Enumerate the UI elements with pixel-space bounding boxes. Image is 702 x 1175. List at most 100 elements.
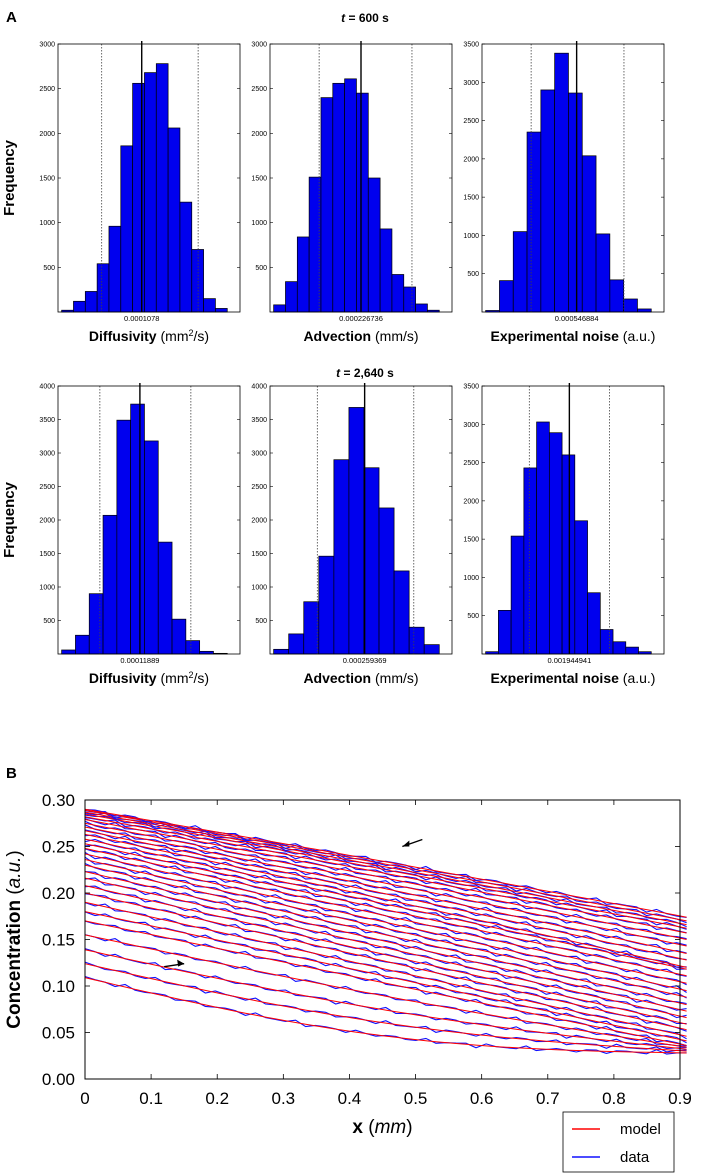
model-curve: [84, 877, 687, 1019]
model-curve: [84, 977, 687, 1054]
mean-value-label: 0.000226736: [339, 314, 383, 323]
hist-bar: [96, 263, 110, 313]
mean-value-label: 0.0001078: [124, 314, 159, 323]
hist-bar: [157, 541, 173, 655]
y-tick-label: 1500: [463, 195, 479, 202]
y-tick-label: 3000: [463, 80, 479, 87]
y-tick-label: 3500: [463, 384, 479, 391]
data-curve: [84, 870, 687, 1011]
hist-bar: [526, 131, 542, 313]
hist-bar: [318, 555, 335, 655]
y-tick-label: 3500: [463, 42, 479, 49]
hist-bar: [423, 644, 440, 655]
legend-box: [562, 1111, 675, 1173]
hist-bar: [637, 308, 652, 313]
hist-bar: [599, 629, 614, 655]
data-curve: [84, 810, 687, 924]
row2-ylabel: Frequency: [1, 481, 18, 558]
hist-bar: [215, 308, 228, 313]
data-curve: [84, 824, 687, 954]
y-tick-label: 500: [43, 265, 55, 272]
hist-bar: [88, 593, 104, 655]
y-tick-label: 1000: [39, 585, 55, 592]
model-curve: [84, 826, 687, 954]
model-curve: [84, 833, 687, 968]
model-curve: [84, 901, 687, 1037]
y-tick-label: 4000: [39, 384, 55, 391]
hist-bar: [191, 249, 204, 313]
hist-bar: [332, 82, 345, 313]
hist-bar: [144, 440, 159, 655]
y-tick-label: 2000: [39, 518, 55, 525]
y-tick-label: 2500: [463, 118, 479, 125]
plot-frame: [57, 385, 241, 655]
panel-a-label: A: [6, 9, 17, 26]
hist-bar: [415, 303, 428, 313]
x-axis-label: Experimental noise (a.u.): [491, 328, 656, 344]
y-tick-label: 500: [43, 618, 55, 625]
mean-value-label: 0.000546884: [555, 314, 599, 323]
line-plot-layer: 0.00 0.05 0.10 0.15 0.20 0.25 0.30 0 0.1 0.2 0.3 0.…: [4, 791, 692, 1138]
model-curve: [84, 853, 687, 992]
hist-bar: [333, 459, 350, 655]
model-curve: [84, 949, 687, 1050]
model-curve: [84, 808, 687, 918]
y-tick-label: 1000: [39, 220, 55, 227]
hist-bar: [378, 507, 395, 655]
hist-bar: [548, 432, 563, 655]
y-tick-label: 3000: [251, 451, 267, 458]
model-curve: [84, 843, 687, 977]
x-tick-label: 0.8: [602, 1089, 626, 1108]
hist-bar: [273, 648, 290, 655]
annotation-arrow: [164, 959, 185, 968]
x-axis-label: Advection (mm/s): [303, 670, 418, 686]
hist-bar: [285, 281, 298, 313]
hist-bar: [155, 63, 169, 313]
hist-bar: [296, 236, 310, 313]
model-curve: [84, 838, 687, 970]
hist-bar: [108, 225, 122, 313]
y-axis-label: Concentration (a.u.): [4, 850, 25, 1028]
plot-frame: [481, 385, 665, 655]
x-tick-label: 0.9: [668, 1089, 692, 1108]
x-tick-label: 0.7: [536, 1089, 560, 1108]
hist-bar: [61, 649, 76, 655]
hist-bar: [536, 421, 550, 655]
y-tick-label: 2500: [251, 484, 267, 491]
row1-time-label: t = 600 s: [341, 11, 389, 25]
hist-bar: [568, 92, 583, 313]
model-curve: [84, 963, 687, 1052]
hist-bar: [288, 633, 305, 655]
y-tick-label: 2000: [251, 131, 267, 138]
hist-bar: [120, 145, 133, 313]
x-tick-label: 0.3: [272, 1089, 296, 1108]
hist-bar: [73, 300, 86, 313]
y-tick-label: 0.30: [42, 791, 75, 810]
hist-bar: [116, 419, 131, 655]
hist-bar: [203, 298, 216, 313]
histogram-r1-c0: 500 1000 1500 2000 2500 3000 3500 4000 0.0001188…: [39, 383, 241, 686]
y-tick-label: 2500: [39, 484, 55, 491]
y-tick-label: 2000: [463, 498, 479, 505]
y-tick-label: 1500: [251, 176, 267, 183]
y-tick-label: 0.20: [42, 884, 75, 903]
annotation-arrow: [402, 838, 423, 848]
panel-b-label: B: [6, 765, 17, 782]
data-curve: [84, 885, 687, 1025]
histogram-r1-c2: 500 1000 1500 2000 2500 3000 3500 0.001944941 Ex…: [463, 383, 665, 686]
plot-frame: [57, 43, 241, 313]
y-tick-label: 3500: [251, 417, 267, 424]
model-curve: [84, 864, 687, 1006]
x-tick-label: 0.5: [404, 1089, 428, 1108]
model-curve: [84, 885, 687, 1025]
hist-bar: [320, 97, 334, 313]
hist-bar: [574, 520, 588, 655]
hist-bar: [367, 177, 381, 313]
x-tick-label: 0.4: [338, 1089, 362, 1108]
model-curve: [84, 816, 687, 934]
histogram-r1-c1: 500 1000 1500 2000 2500 3000 3500 4000 0.0002593…: [251, 383, 453, 686]
row2-time-label: t = 2,640 s: [336, 366, 394, 380]
hist-bar: [595, 233, 611, 313]
y-tick-label: 2000: [463, 156, 479, 163]
y-tick-label: 4000: [251, 384, 267, 391]
